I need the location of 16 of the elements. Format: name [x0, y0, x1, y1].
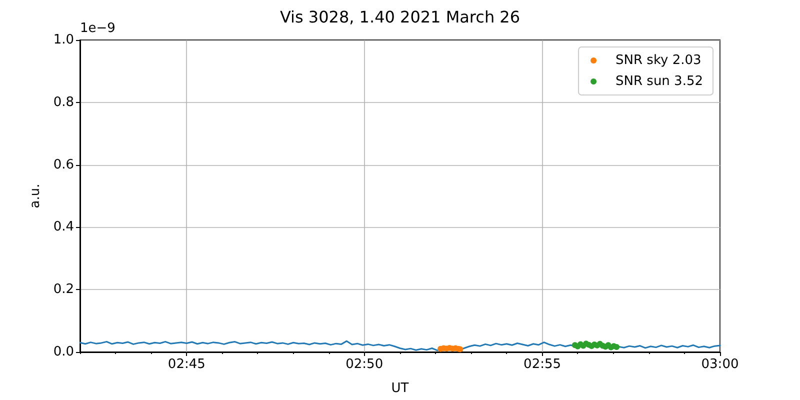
x-tick-label: 02:55	[524, 357, 562, 372]
x-tick-label: 02:45	[168, 357, 206, 372]
chart-title: Vis 3028, 1.40 2021 March 26	[280, 8, 520, 26]
y-tick-label: 0.0	[53, 344, 74, 360]
text: 1e−9	[80, 21, 116, 36]
x-tick-label: 03:00	[701, 357, 739, 372]
x-tick-label: 02:50	[346, 357, 384, 372]
y-axis-title: a.u.	[28, 184, 43, 208]
legend-label: SNR sky 2.03	[616, 53, 702, 68]
y-tick-label: 0.6	[53, 157, 74, 172]
y-tick-label: 0.2	[53, 282, 74, 298]
y-tick-label: 1.0	[53, 32, 74, 48]
legend-label: SNR sun 3.52	[616, 74, 704, 89]
y-tick-label: 0.4	[53, 220, 74, 235]
x-axis-title: UT	[391, 381, 409, 396]
y-tick-label: 0.8	[53, 94, 74, 110]
